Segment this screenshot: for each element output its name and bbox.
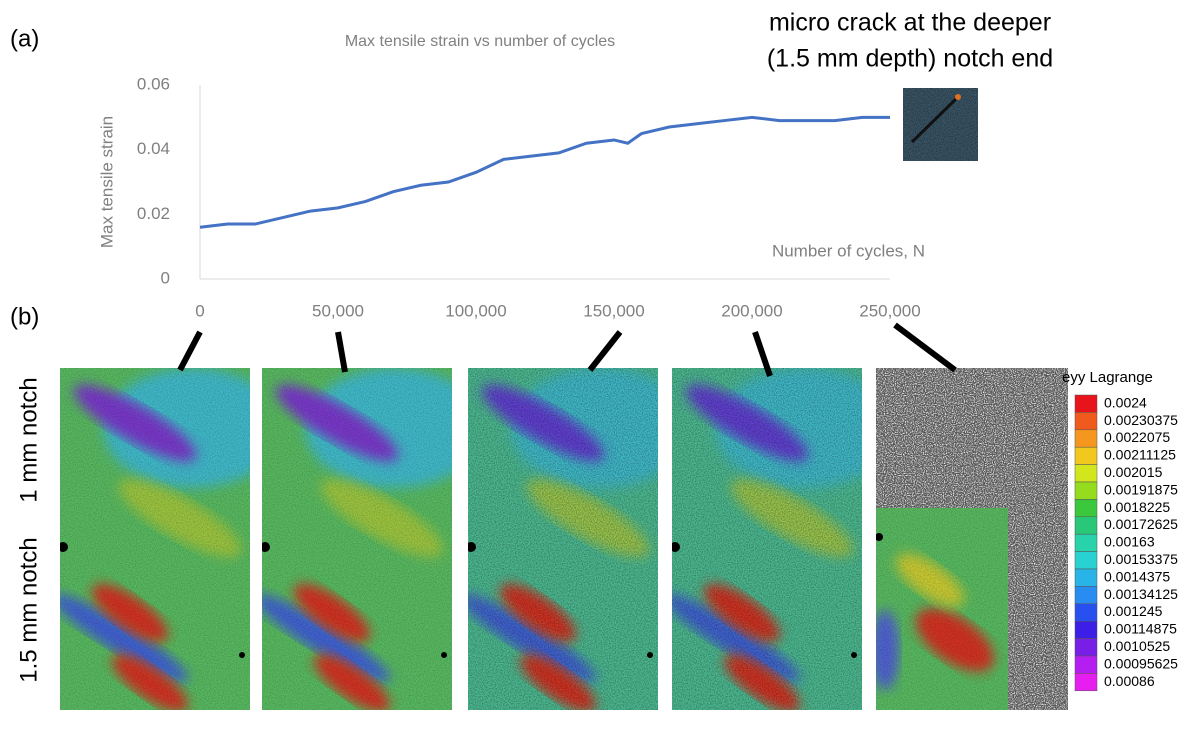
strain-map xyxy=(60,368,250,710)
connector xyxy=(893,322,957,373)
notch xyxy=(851,652,857,658)
data-line xyxy=(199,115,890,229)
notch xyxy=(647,652,653,658)
x-tick-label: 50,000 xyxy=(312,301,364,320)
colorbar-label: 0.001245 xyxy=(1104,603,1163,619)
x-tick-label: 200,000 xyxy=(721,301,782,320)
x-tick-label: 150,000 xyxy=(583,301,644,320)
colorbar-label: 0.00153375 xyxy=(1104,551,1178,567)
connector xyxy=(335,331,348,373)
notch xyxy=(262,542,270,552)
colorbar-swatch xyxy=(1074,412,1098,431)
strain-map xyxy=(262,368,452,710)
colorbar-label: 0.00086 xyxy=(1104,673,1155,689)
panel-label: (b) xyxy=(10,303,39,330)
notch xyxy=(876,533,883,541)
x-tick-label: 100,000 xyxy=(445,301,506,320)
y-tick-label: 0.02 xyxy=(137,204,170,223)
colorbar-label: 0.00211125 xyxy=(1104,447,1176,463)
colorbar-title: eyy Lagrange xyxy=(1062,369,1153,386)
y-axis-label: Max tensile strain xyxy=(97,116,116,248)
y-tick-label: 0.04 xyxy=(137,139,170,158)
annotation: micro crack at the deeper xyxy=(769,9,1051,37)
speckle xyxy=(468,368,658,710)
x-tick-label: 0 xyxy=(195,301,204,320)
colorbar-swatch xyxy=(1074,568,1098,587)
colorbar-swatch xyxy=(1074,429,1098,448)
x-axis-label: Number of cycles, N xyxy=(772,241,925,260)
colorbar-swatch xyxy=(1074,586,1098,605)
y-tick-label: 0.06 xyxy=(137,74,170,93)
colorbar-swatch xyxy=(1074,464,1098,483)
chart-title: Max tensile strain vs number of cycles xyxy=(345,33,615,50)
colorbar-swatch xyxy=(1074,551,1098,570)
colorbar-swatch xyxy=(1074,499,1098,518)
colorbar-label: 0.00114875 xyxy=(1104,621,1177,637)
row-label: 1.5 mm notch xyxy=(15,537,42,682)
notch xyxy=(468,542,476,552)
connector xyxy=(177,330,203,372)
crack-image xyxy=(903,88,978,161)
connector xyxy=(752,331,773,377)
strain-maps xyxy=(60,368,1068,710)
colorbar-swatch xyxy=(1074,638,1098,657)
colorbar-swatch xyxy=(1074,673,1098,692)
panel-label: (a) xyxy=(10,25,39,52)
colorbar-label: 0.002015 xyxy=(1104,464,1163,480)
colorbar-swatch xyxy=(1074,446,1098,465)
speckle xyxy=(60,368,250,710)
colorbar-swatch xyxy=(1074,394,1098,413)
colorbar-swatch xyxy=(1074,481,1098,500)
colorbar-swatch xyxy=(1074,533,1098,552)
strain-map xyxy=(468,368,658,710)
colorbar-label: 0.00191875 xyxy=(1104,481,1178,497)
colorbar-swatch xyxy=(1074,516,1098,535)
strain-map xyxy=(876,368,1068,710)
colorbar-label: 0.0010525 xyxy=(1104,638,1170,654)
annotation: (1.5 mm depth) notch end xyxy=(767,45,1053,73)
colorbar-swatch xyxy=(1074,603,1098,622)
colorbar-label: 0.00134125 xyxy=(1104,586,1178,602)
colorbar-label: 0.0024 xyxy=(1104,394,1147,410)
x-tick-label: 250,000 xyxy=(859,301,920,320)
colorbar-label: 0.00172625 xyxy=(1104,516,1178,532)
y-tick-label: 0 xyxy=(161,268,170,287)
colorbar-label: 0.00230375 xyxy=(1104,412,1178,428)
strain-map xyxy=(672,368,862,710)
speckle xyxy=(876,508,1008,710)
colorbar-label: 0.0018225 xyxy=(1104,499,1170,515)
colorbar-label: 0.0022075 xyxy=(1104,429,1170,445)
colorbar-swatch xyxy=(1074,655,1098,674)
connector xyxy=(587,330,623,372)
speckle xyxy=(262,368,452,710)
notch xyxy=(441,652,447,658)
notch xyxy=(672,542,680,552)
notch xyxy=(239,652,245,658)
colorbar-label: 0.00163 xyxy=(1104,534,1155,550)
speckle xyxy=(672,368,862,710)
row-label: 1 mm notch xyxy=(15,377,42,502)
notch xyxy=(60,542,68,552)
colorbar-label: 0.00095625 xyxy=(1104,655,1178,671)
colorbar-label: 0.0014375 xyxy=(1104,568,1170,584)
colorbar-swatch xyxy=(1074,620,1098,639)
